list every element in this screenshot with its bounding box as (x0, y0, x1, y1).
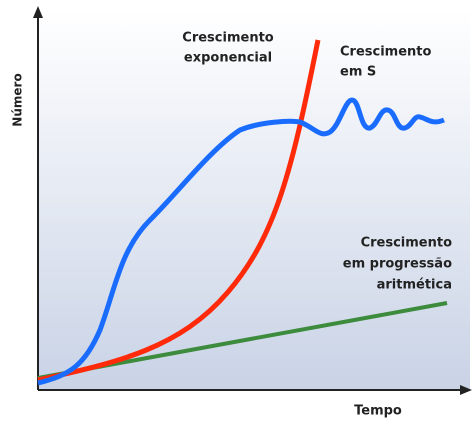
curve-label: aritmética (377, 278, 452, 293)
curve-label: exponencial (184, 51, 272, 66)
curve-label: em S (340, 65, 376, 80)
s-curve (37, 97, 445, 386)
curve-label: Crescimento (182, 31, 274, 46)
y-axis-label: Número (11, 73, 25, 126)
x-arrow (460, 385, 472, 395)
x-axis-label: Tempo (354, 404, 402, 419)
curve-label: Crescimento (340, 45, 432, 60)
curve-label: Crescimento (361, 236, 453, 251)
plot-background (38, 10, 470, 390)
exponential-curve (37, 39, 321, 383)
y-arrow (33, 6, 43, 18)
curve-label: em progressão (343, 257, 452, 272)
